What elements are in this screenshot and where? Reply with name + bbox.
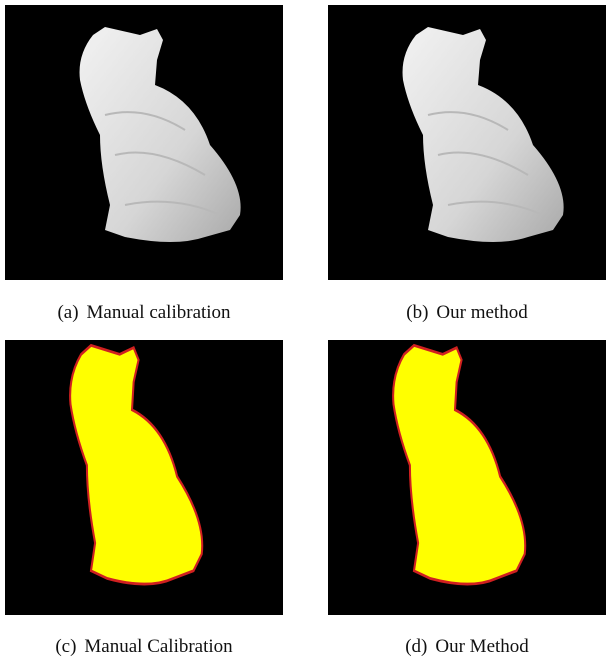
caption: (b) Our method <box>406 302 528 323</box>
caption-label: (b) <box>406 302 428 323</box>
caption-text: Manual calibration <box>87 302 232 323</box>
panel-c <box>5 340 283 615</box>
caption-label: (d) <box>405 636 427 657</box>
caption: (a) Manual calibration <box>57 302 231 323</box>
caption-text: Our method <box>436 302 528 323</box>
caption: (c) Manual Calibration <box>55 636 233 657</box>
caption-label: (a) <box>57 302 78 323</box>
figure: (a) Manual calibration (b) Our method (c) M… <box>0 0 612 669</box>
panel-a <box>5 5 283 280</box>
caption-text: Our Method <box>435 636 529 657</box>
panel-d <box>328 340 606 615</box>
caption: (d) Our Method <box>405 636 529 657</box>
caption-label: (c) <box>55 636 76 657</box>
panel-b <box>328 5 606 280</box>
caption-text: Manual Calibration <box>84 636 233 657</box>
